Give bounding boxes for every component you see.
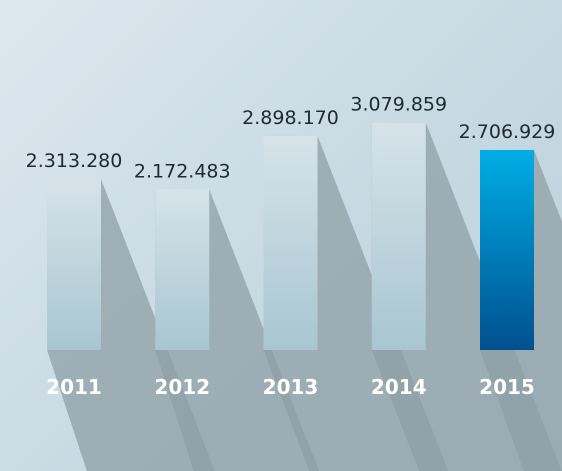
value-label-2011: 2.313.280 xyxy=(26,150,123,172)
year-label-2015: 2015 xyxy=(479,375,535,399)
value-label-2014: 3.079.859 xyxy=(350,93,447,115)
value-label-2013: 2.898.170 xyxy=(242,107,339,129)
bar-2012 xyxy=(155,189,210,350)
year-label-2014: 2014 xyxy=(371,375,427,399)
year-label-2013: 2013 xyxy=(263,375,319,399)
bar-2014 xyxy=(371,122,426,350)
value-label-2015: 2.706.929 xyxy=(459,121,556,143)
year-label-2012: 2012 xyxy=(154,375,210,399)
bar-2015 xyxy=(480,149,534,350)
bar-2011 xyxy=(47,179,101,350)
bar-2013 xyxy=(263,135,318,350)
value-label-2012: 2.172.483 xyxy=(134,160,231,182)
year-label-2011: 2011 xyxy=(46,375,102,399)
